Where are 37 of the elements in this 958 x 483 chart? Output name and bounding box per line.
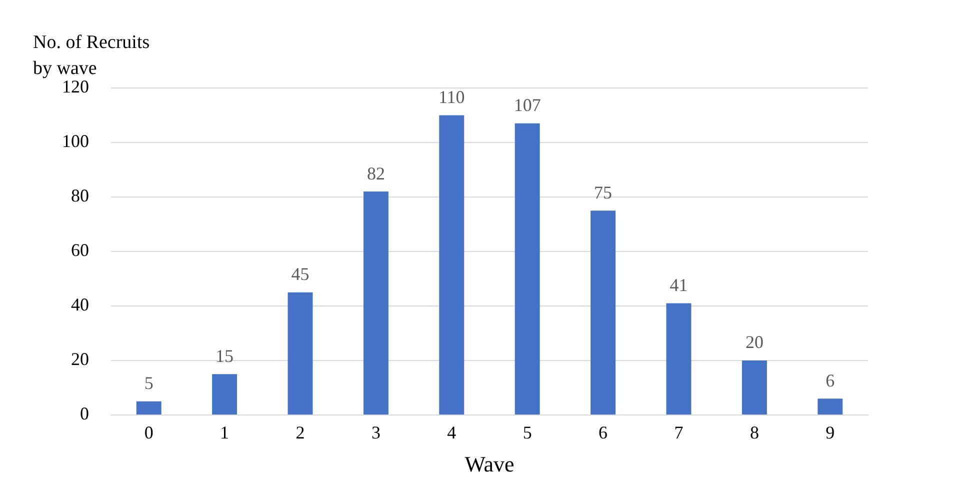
- x-tick-label: 4: [447, 422, 456, 443]
- bar: [363, 192, 388, 414]
- x-tick-label: 5: [522, 422, 532, 443]
- bar: [742, 360, 767, 414]
- data-label: 6: [826, 370, 835, 390]
- x-tick-label: 0: [144, 422, 154, 443]
- x-tick-label: 3: [371, 422, 380, 443]
- x-tick-label: 6: [598, 422, 608, 443]
- x-tick-label: 9: [826, 422, 835, 443]
- data-label: 20: [745, 332, 764, 352]
- bar: [439, 115, 464, 414]
- bar: [136, 401, 162, 414]
- data-label: 15: [216, 346, 234, 366]
- data-label: 82: [366, 163, 385, 184]
- bar: [590, 210, 616, 414]
- y-tick-label: 100: [62, 131, 89, 152]
- x-tick-label: 1: [220, 422, 230, 443]
- y-tick-label: 60: [71, 240, 89, 260]
- bar: [212, 374, 238, 414]
- x-axis-title: Wave: [464, 452, 514, 477]
- y-tick-label: 0: [80, 404, 89, 424]
- bar: [818, 398, 843, 414]
- data-label: 75: [594, 182, 612, 202]
- data-label: 107: [514, 95, 541, 116]
- y-tick-label: 80: [71, 186, 89, 206]
- y-tick-label: 20: [71, 349, 89, 370]
- y-tick-label: 40: [71, 294, 89, 315]
- data-label: 5: [144, 373, 154, 394]
- bar: [666, 303, 692, 414]
- x-tick-label: 2: [296, 422, 305, 443]
- x-tick-label: 7: [674, 422, 684, 443]
- data-label: 41: [670, 275, 688, 296]
- bar: [514, 123, 540, 414]
- x-tick-label: 8: [750, 422, 759, 443]
- bar: [288, 292, 313, 414]
- data-label: 45: [291, 264, 310, 284]
- data-label: 110: [438, 86, 465, 107]
